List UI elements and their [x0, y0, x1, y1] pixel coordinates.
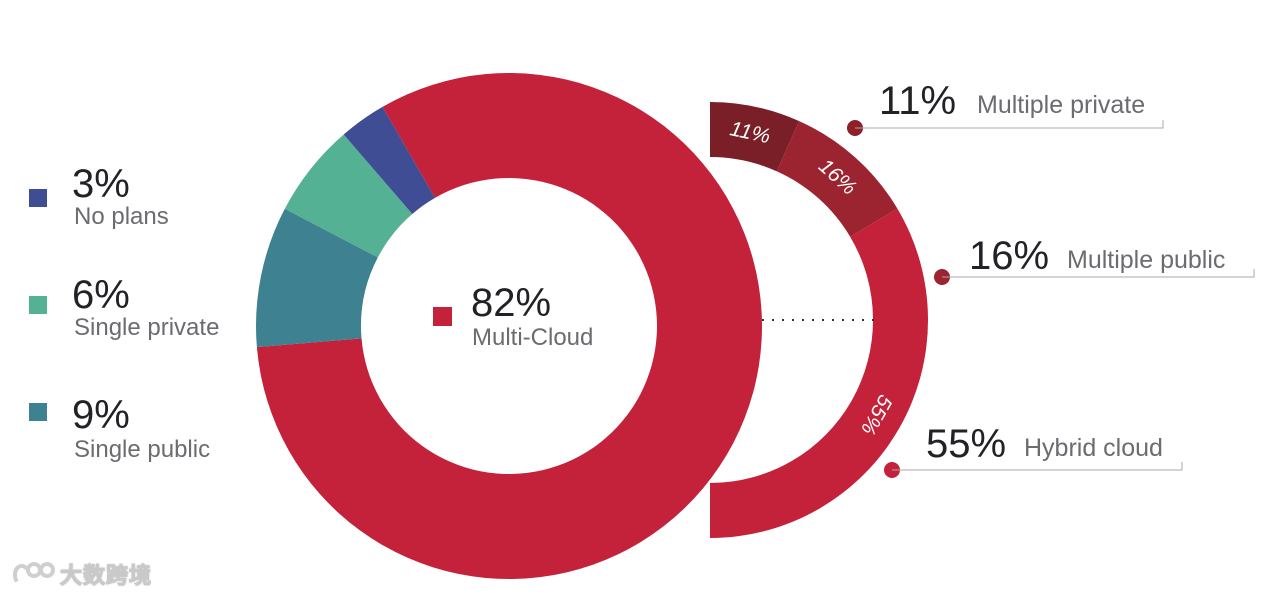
callout-value: 16% [969, 234, 1049, 278]
center-swatch [433, 307, 452, 326]
watermark-text: 大数跨境 [59, 564, 153, 590]
breakdown-slice-multiple-private [710, 102, 800, 172]
main-ring [256, 73, 762, 579]
center-label: 82% Multi-Cloud [433, 281, 593, 351]
callout-multiple-public: 16% Multiple public [934, 234, 1255, 285]
callout-multiple-private: 11% Multiple private [847, 79, 1164, 136]
callout-value: 55% [926, 422, 1006, 466]
callout-line [892, 462, 1183, 471]
callout-label: Multiple public [1067, 246, 1225, 274]
callout-label: Multiple private [977, 91, 1145, 119]
legend-swatch-single-private [29, 296, 47, 314]
main-slice-single-public [256, 208, 378, 348]
main-slice-single-private [284, 134, 413, 258]
breakdown-ring: 11%16%55% [710, 102, 928, 538]
legend-label-single-public: Single public [74, 436, 210, 463]
legend-label-no-plans: No plans [74, 203, 169, 230]
callout-value: 11% [879, 79, 956, 123]
callout-hybrid-cloud: 55% Hybrid cloud [884, 422, 1183, 478]
main-slice-multi-cloud [256, 73, 762, 579]
legend-value-single-private: 6% [72, 273, 130, 317]
legend: 3% No plans 6% Single private 9% Single … [29, 162, 219, 463]
center-label-text: Multi-Cloud [472, 324, 593, 351]
callout-line [942, 269, 1255, 278]
breakdown-slice-multiple-public [776, 121, 898, 237]
legend-swatch-no-plans [29, 189, 47, 207]
breakdown-slice-hybrid-cloud [710, 208, 928, 538]
callout-line [855, 120, 1164, 129]
center-value: 82% [471, 281, 551, 325]
main-slice-no-plans [343, 106, 435, 214]
watermark-logo-icon [13, 562, 55, 582]
callout-label: Hybrid cloud [1024, 434, 1163, 462]
legend-value-no-plans: 3% [72, 162, 130, 206]
legend-value-single-public: 9% [72, 393, 130, 437]
legend-label-single-private: Single private [74, 314, 219, 341]
legend-swatch-single-public [29, 403, 47, 421]
